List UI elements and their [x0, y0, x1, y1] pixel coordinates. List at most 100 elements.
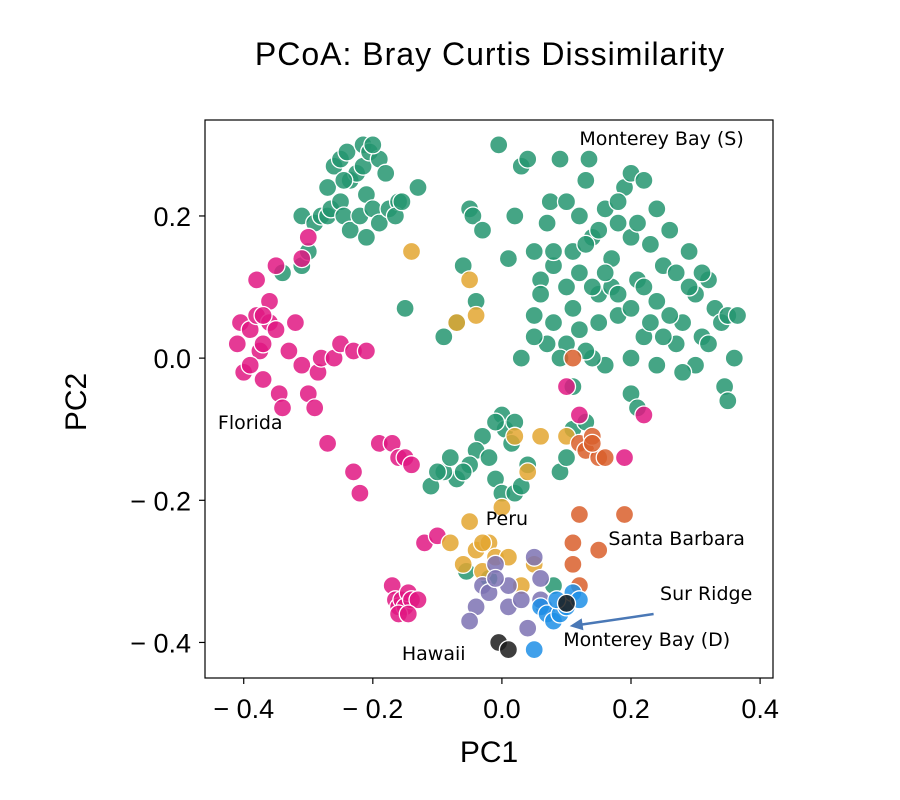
data-point	[305, 398, 325, 418]
data-point	[253, 369, 273, 390]
data-point	[440, 447, 460, 468]
data-point	[556, 192, 577, 212]
data-point	[408, 177, 428, 198]
data-point	[292, 248, 312, 269]
data-point	[595, 447, 615, 468]
data-point	[492, 497, 512, 518]
data-point	[672, 362, 693, 382]
data-point	[614, 504, 635, 525]
data-point	[266, 256, 286, 276]
data-point	[579, 149, 599, 169]
data-point	[660, 305, 680, 326]
data-point	[614, 447, 635, 468]
data-point	[563, 348, 583, 368]
annotation-peru: Peru	[486, 508, 528, 530]
data-point	[634, 405, 654, 425]
data-point	[485, 568, 506, 589]
annotation-hawaii: Hawaii	[402, 643, 466, 665]
data-point	[356, 227, 377, 247]
data-point	[589, 220, 609, 240]
data-point	[589, 312, 609, 333]
annotation-florida: Florida	[218, 412, 283, 434]
data-point	[240, 355, 260, 375]
data-point	[634, 277, 654, 297]
annotation-arrow-head	[569, 618, 584, 631]
data-point	[698, 334, 719, 354]
y-tick-label: − 0.4	[130, 628, 191, 658]
data-point	[459, 511, 480, 532]
data-point	[576, 170, 596, 191]
data-point	[530, 284, 551, 304]
data-point	[543, 241, 564, 262]
data-point	[511, 590, 531, 610]
data-point	[266, 320, 286, 340]
data-point	[621, 348, 641, 368]
data-point	[498, 248, 519, 269]
data-point	[356, 341, 377, 361]
data-point	[537, 213, 557, 233]
data-point	[563, 533, 583, 553]
x-tick-label: − 0.4	[213, 694, 274, 724]
series-florida	[227, 227, 654, 624]
data-point	[569, 504, 590, 525]
data-point	[227, 334, 247, 354]
data-point	[543, 312, 564, 333]
data-point	[392, 192, 412, 212]
data-point	[550, 149, 570, 169]
data-point	[524, 305, 544, 326]
data-point	[440, 533, 460, 553]
data-point	[569, 320, 590, 340]
data-point	[647, 199, 667, 219]
data-point	[563, 298, 583, 319]
data-point	[524, 547, 544, 567]
annotation-monterey-bay-d: Monterey Bay (D)	[563, 629, 730, 651]
y-tick-label: − 0.2	[130, 486, 191, 516]
data-point	[292, 355, 312, 375]
series-peru	[401, 241, 577, 596]
data-point	[518, 462, 538, 482]
series-monterey-bay-s	[272, 135, 748, 596]
data-point	[453, 554, 473, 574]
y-axis-label: PC2	[60, 373, 93, 431]
data-point	[530, 568, 551, 589]
data-point	[340, 220, 360, 240]
data-point	[627, 213, 648, 233]
data-point	[447, 312, 467, 333]
data-point	[640, 234, 661, 255]
data-point	[679, 277, 699, 297]
annotation-santa-barbara: Santa Barbara	[608, 528, 745, 550]
y-tick-label: 0.0	[153, 344, 191, 374]
data-point	[724, 348, 744, 368]
data-point	[334, 170, 354, 191]
data-point	[540, 192, 560, 212]
data-point	[589, 540, 609, 560]
x-tick-label: 0.0	[483, 694, 521, 724]
data-point	[718, 391, 738, 411]
data-point	[395, 298, 415, 319]
data-point	[524, 241, 544, 262]
data-point	[317, 177, 338, 198]
data-point	[511, 348, 531, 368]
data-point	[453, 462, 473, 482]
data-point	[556, 277, 577, 297]
data-point	[246, 270, 267, 290]
data-point	[634, 170, 654, 191]
data-point	[479, 447, 499, 468]
data-point	[582, 277, 602, 297]
data-point	[498, 639, 519, 660]
data-point	[679, 241, 699, 262]
data-point	[427, 462, 448, 482]
x-axis-label: PC1	[460, 736, 518, 769]
data-point	[692, 263, 712, 283]
data-point	[556, 376, 577, 397]
data-point	[317, 433, 338, 454]
x-tick-label: − 0.2	[342, 694, 403, 724]
data-point	[569, 405, 590, 425]
x-tick-label: 0.2	[612, 694, 650, 724]
data-point	[369, 213, 389, 233]
series-sur-ridge	[489, 593, 577, 660]
data-point	[608, 213, 628, 233]
data-point	[556, 593, 577, 614]
data-point	[595, 263, 615, 283]
